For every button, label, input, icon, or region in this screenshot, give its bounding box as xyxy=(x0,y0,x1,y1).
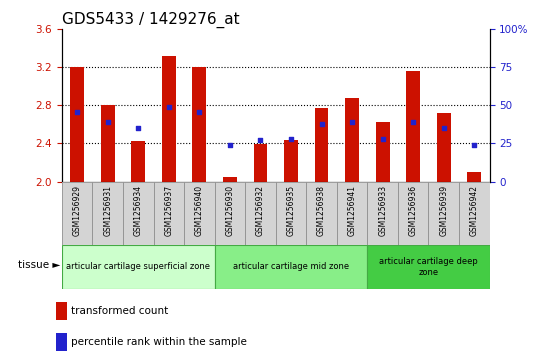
Bar xyxy=(62,182,490,245)
Bar xyxy=(367,182,398,245)
Bar xyxy=(459,182,490,245)
Text: GSM1256936: GSM1256936 xyxy=(409,185,417,236)
Point xyxy=(134,125,143,131)
Text: GSM1256933: GSM1256933 xyxy=(378,185,387,236)
Bar xyxy=(62,245,215,289)
Bar xyxy=(215,245,367,289)
Bar xyxy=(315,108,328,182)
Point xyxy=(165,104,173,110)
Bar xyxy=(193,67,206,182)
Text: GSM1256940: GSM1256940 xyxy=(195,185,204,236)
Text: articular cartilage superficial zone: articular cartilage superficial zone xyxy=(66,262,210,271)
Text: transformed count: transformed count xyxy=(72,306,168,316)
Text: GSM1256938: GSM1256938 xyxy=(317,185,326,236)
Text: articular cartilage mid zone: articular cartilage mid zone xyxy=(233,262,349,271)
Bar xyxy=(184,182,215,245)
Bar xyxy=(131,140,145,182)
Bar xyxy=(398,182,428,245)
Text: GSM1256942: GSM1256942 xyxy=(470,185,479,236)
Text: GSM1256941: GSM1256941 xyxy=(348,185,357,236)
Bar xyxy=(306,182,337,245)
Text: GDS5433 / 1429276_at: GDS5433 / 1429276_at xyxy=(62,12,239,28)
Bar xyxy=(101,105,115,182)
Text: GSM1256929: GSM1256929 xyxy=(73,185,82,236)
Bar xyxy=(276,182,306,245)
Point xyxy=(440,125,448,131)
Text: GSM1256931: GSM1256931 xyxy=(103,185,112,236)
Point xyxy=(287,136,295,142)
Bar xyxy=(437,113,451,182)
Point xyxy=(409,119,417,125)
Bar xyxy=(428,182,459,245)
Text: articular cartilage deep
zone: articular cartilage deep zone xyxy=(379,257,478,277)
Bar xyxy=(162,56,176,182)
Point xyxy=(195,109,204,115)
Text: GSM1256934: GSM1256934 xyxy=(134,185,143,236)
Point xyxy=(470,142,479,148)
Bar xyxy=(284,140,298,182)
Bar xyxy=(93,182,123,245)
Bar xyxy=(153,182,184,245)
Bar xyxy=(245,182,275,245)
Point xyxy=(256,136,265,142)
Text: tissue ►: tissue ► xyxy=(18,260,61,270)
Text: GSM1256939: GSM1256939 xyxy=(439,185,448,236)
Point xyxy=(317,121,326,127)
Point xyxy=(225,142,234,148)
Bar xyxy=(55,333,67,351)
Bar xyxy=(376,122,390,182)
Bar xyxy=(468,172,481,182)
Bar xyxy=(406,71,420,182)
Bar xyxy=(345,98,359,182)
Bar xyxy=(223,177,237,182)
Point xyxy=(348,119,356,125)
Text: GSM1256937: GSM1256937 xyxy=(164,185,173,236)
Bar xyxy=(367,245,490,289)
Bar xyxy=(337,182,367,245)
Bar xyxy=(123,182,153,245)
Bar xyxy=(62,182,93,245)
Text: GSM1256935: GSM1256935 xyxy=(287,185,295,236)
Text: GSM1256932: GSM1256932 xyxy=(256,185,265,236)
Bar xyxy=(253,144,267,182)
Point xyxy=(103,119,112,125)
Bar xyxy=(215,182,245,245)
Text: percentile rank within the sample: percentile rank within the sample xyxy=(72,337,247,347)
Text: GSM1256930: GSM1256930 xyxy=(225,185,235,236)
Bar xyxy=(70,67,84,182)
Point xyxy=(378,136,387,142)
Bar xyxy=(55,302,67,320)
Point xyxy=(73,109,81,115)
